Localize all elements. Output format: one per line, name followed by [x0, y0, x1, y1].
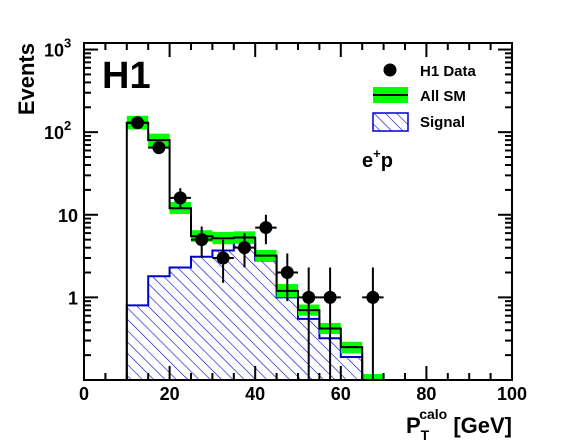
x-axis-title-sub: T [421, 427, 430, 443]
x-axis-title-base: P [406, 413, 421, 438]
legend-item-signal: Signal [372, 112, 465, 132]
sm-histogram [125, 121, 384, 381]
signal-bin [191, 256, 213, 380]
data-point [195, 233, 209, 247]
beam-annotation-sup: + [373, 146, 381, 161]
data-point [216, 251, 230, 265]
legend-allsm-label: All SM [420, 88, 466, 105]
legend-signal-swatch [372, 112, 409, 132]
x-tick-label: 60 [331, 384, 351, 404]
y-tick-label: 1 [68, 288, 78, 308]
signal-bin [340, 356, 363, 380]
x-axis-title-unit: [GeV] [447, 413, 512, 438]
legend-item-data: H1 Data [383, 63, 477, 80]
legend-item-allsm: All SM [373, 87, 466, 105]
legend-data-marker [383, 63, 397, 77]
legend-data-label: H1 Data [420, 63, 477, 80]
signal-bin [169, 267, 191, 380]
data-point [302, 290, 316, 304]
signal-bin [148, 276, 170, 380]
x-axis-title: PTcalo [GeV] [406, 406, 512, 443]
x-tick-label: 20 [160, 384, 180, 404]
data-point [173, 191, 187, 205]
y-axis-title: Events [14, 43, 39, 115]
signal-bin [255, 260, 277, 380]
legend-signal-label: Signal [420, 114, 465, 131]
axis-ticks [83, 43, 513, 381]
y-tick-label: 10 [58, 206, 78, 226]
y-tick-label: 10 [44, 41, 64, 61]
legend: H1 Data All SM Signal [372, 63, 477, 132]
signal-bin [212, 250, 234, 380]
beam-annotation-rest: p [381, 150, 393, 172]
y-tick-label-exponent: 2 [64, 118, 71, 133]
data-point [366, 290, 380, 304]
data-point [152, 141, 166, 155]
data-point [259, 221, 273, 235]
beam-annotation-base: e [362, 150, 373, 172]
signal-bin [276, 297, 298, 380]
data-point [323, 290, 337, 304]
x-tick-label: 40 [245, 384, 265, 404]
x-axis-title-sup: calo [419, 406, 447, 422]
plot-area [125, 115, 384, 381]
signal-bin [233, 242, 256, 380]
h1-logo: H1 [102, 55, 151, 97]
beam-annotation: e+p [362, 146, 393, 172]
y-tick-label: 10 [44, 123, 64, 143]
y-tick-label-exponent: 3 [64, 36, 71, 51]
signal-bin [126, 305, 149, 380]
data-point [238, 241, 251, 255]
x-tick-label: 80 [416, 384, 436, 404]
x-tick-label: 100 [497, 384, 527, 404]
data-point [280, 266, 294, 280]
data-point [131, 116, 144, 130]
x-tick-label: 0 [79, 384, 89, 404]
